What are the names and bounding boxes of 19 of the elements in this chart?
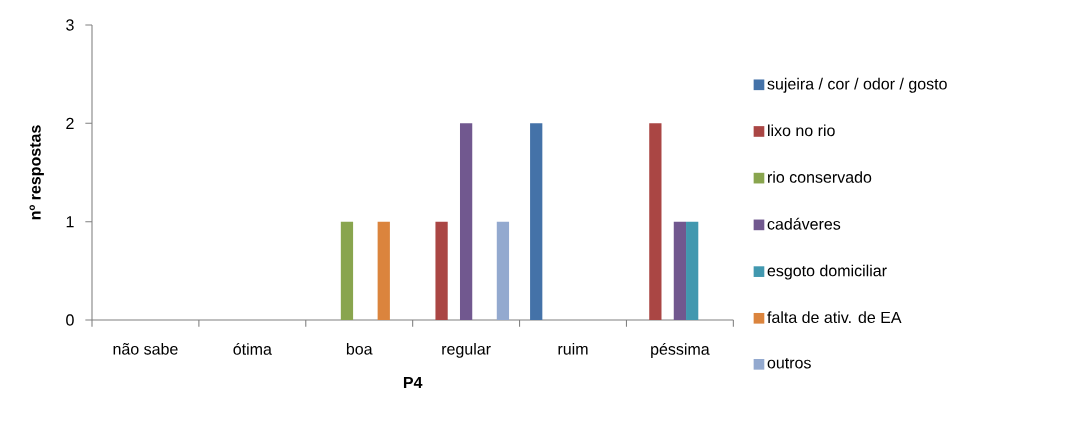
legend-label: cadáveres [767, 217, 841, 230]
x-tick-label: não sabe [113, 342, 178, 355]
legend-label: esgoto domiciliar [767, 264, 887, 280]
x-tick-label: boa [346, 342, 373, 355]
y-tick-label: 2 [66, 117, 74, 129]
legend-label: sujeira / cor / odor / gosto [767, 77, 947, 93]
x-tick-label: péssima [651, 342, 710, 359]
y-axis-title: nº respostas [29, 125, 44, 220]
x-tick-label: regular [442, 342, 491, 358]
legend-label: outros [767, 357, 811, 369]
x-tick-label: ótima [233, 342, 272, 355]
x-axis-title: P4 [403, 376, 423, 388]
y-tick-label: 1 [66, 216, 74, 228]
legend-label: lixo no rio [768, 124, 835, 137]
legend-label: rio conservado [768, 171, 872, 183]
y-tick-label: 0 [66, 314, 74, 326]
legend-label: falta de ativ. de EA [767, 311, 902, 324]
y-tick-label: 3 [66, 19, 74, 31]
x-tick-label: ruim [558, 342, 588, 355]
